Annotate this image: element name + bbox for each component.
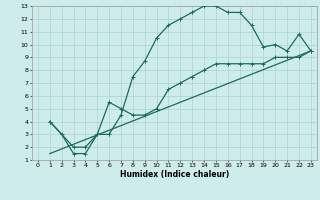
X-axis label: Humidex (Indice chaleur): Humidex (Indice chaleur)	[120, 170, 229, 179]
